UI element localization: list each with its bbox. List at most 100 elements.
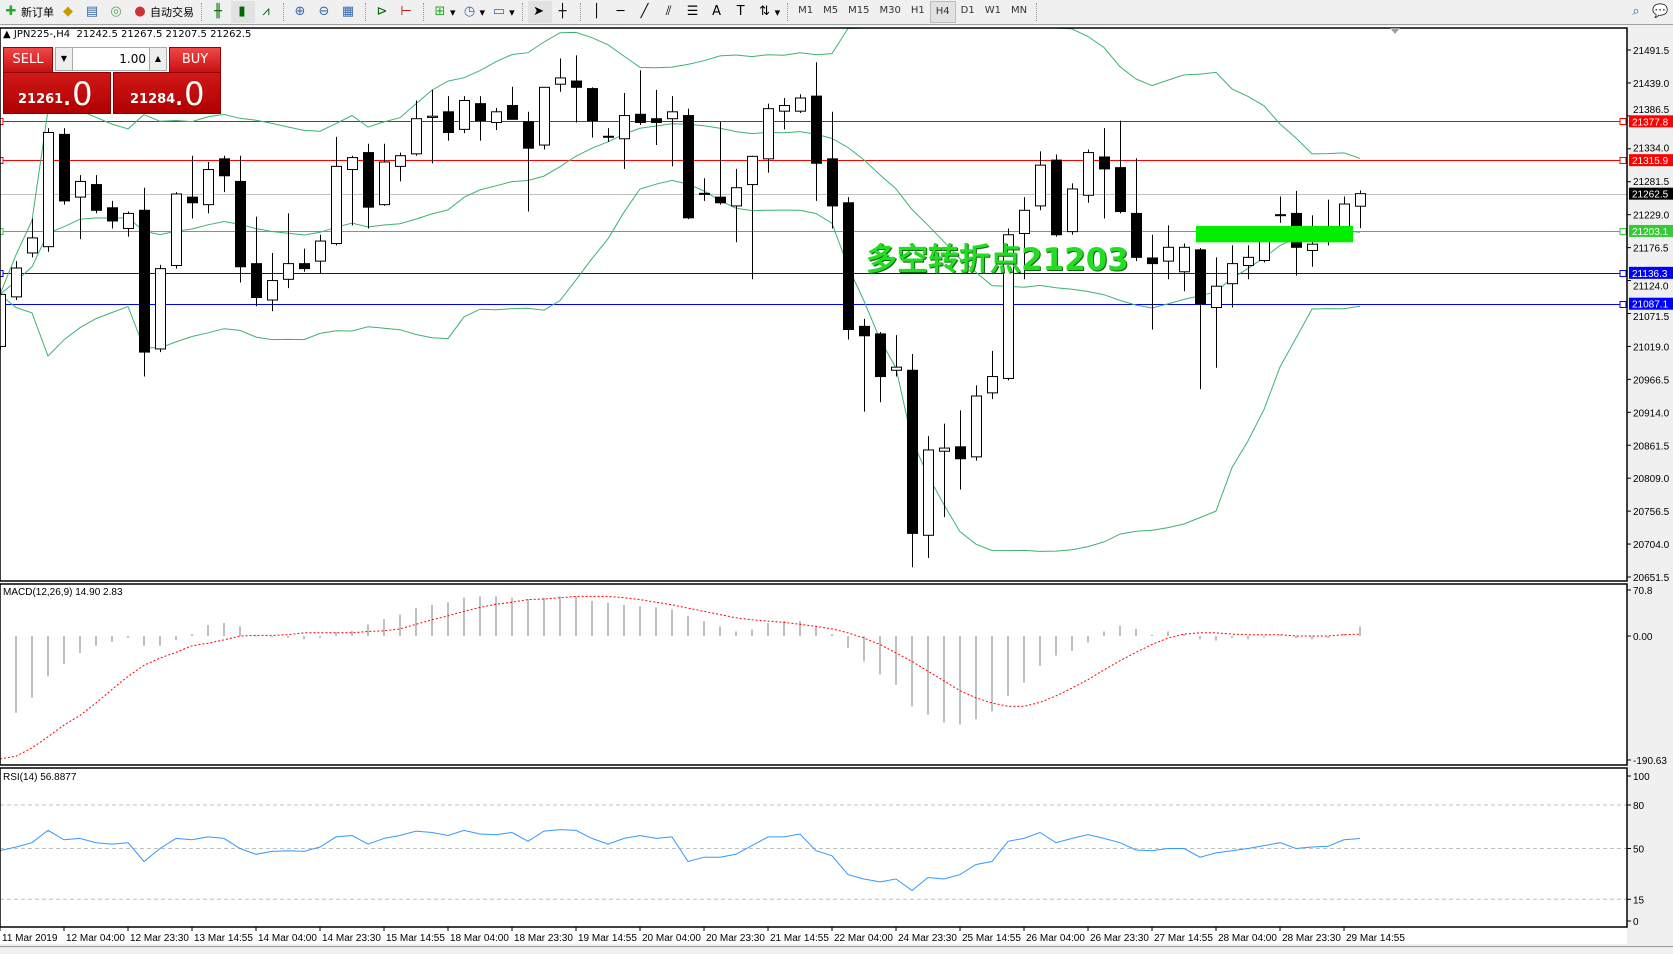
candle <box>859 318 870 412</box>
price-line-label: 21315.9 <box>1632 156 1669 167</box>
separator <box>787 3 789 21</box>
pivot-annotation-text[interactable]: 多空转折点21203 <box>866 242 1129 278</box>
templates-button[interactable]: ▭ ▾ <box>488 1 518 23</box>
bollinger-middle <box>0 123 1361 309</box>
candle <box>1355 190 1366 229</box>
auto-trading-button[interactable]: ● 自动交易 <box>129 1 197 23</box>
time-tick-label: 21 Mar 14:55 <box>770 933 829 944</box>
candle-body <box>443 111 454 134</box>
buy-button[interactable]: BUY <box>169 47 221 73</box>
chart-shift-button[interactable]: ⊢ <box>395 1 419 23</box>
candle <box>1051 154 1062 237</box>
candle-body <box>955 446 966 460</box>
candle <box>379 143 390 206</box>
candle <box>1243 245 1254 280</box>
tile-windows-button[interactable]: ▦ <box>337 1 361 23</box>
candle-body <box>123 212 134 229</box>
candle-body <box>43 132 54 248</box>
price-tick-label: 21334.0 <box>1633 144 1670 155</box>
auto-scroll-button[interactable]: ⊳ <box>371 1 395 23</box>
fibonacci-button[interactable]: ☰ <box>682 1 706 23</box>
time-tick-label: 19 Mar 14:55 <box>578 933 637 944</box>
timeframe-m30[interactable]: M30 <box>879 5 901 16</box>
text-tool-button[interactable]: A <box>706 1 730 23</box>
zoom-in-button[interactable]: ⊕ <box>289 1 313 23</box>
candle-body <box>651 118 662 123</box>
zoom-out-button[interactable]: ⊖ <box>313 1 337 23</box>
periods-button[interactable]: ◷ ▾ <box>459 1 489 23</box>
candle <box>395 152 406 182</box>
candle <box>555 58 566 92</box>
candle-body <box>187 196 198 204</box>
lot-size-value[interactable]: 1.00 <box>119 52 146 66</box>
candle <box>875 332 886 403</box>
buy-price-button[interactable]: 21284 .0 <box>113 72 221 114</box>
candle-body <box>1195 249 1206 305</box>
candle <box>475 96 486 141</box>
timeframe-d1[interactable]: D1 <box>960 5 975 16</box>
crosshair-tool-button[interactable]: ┼ <box>552 1 576 23</box>
candle-body <box>1227 263 1238 285</box>
meta-editor-button[interactable]: ▤ <box>81 1 105 23</box>
signals-button[interactable]: ◎ <box>105 1 129 23</box>
arrows-button[interactable]: ⇅ ▾ <box>754 1 784 23</box>
price-line-label-bg <box>1629 224 1673 237</box>
timeframe-h4[interactable]: H4 <box>929 1 956 23</box>
candle-body <box>571 80 582 88</box>
chat-button[interactable]: 💬 <box>1649 1 1673 23</box>
candle-body <box>299 263 310 270</box>
line-handle-icon <box>0 118 4 125</box>
auto-trading-icon: ● <box>134 4 146 19</box>
trendline-icon: ╱ <box>640 4 649 19</box>
time-tick-label: 12 Mar 04:00 <box>66 933 125 944</box>
equidistant-channel-button[interactable]: ⫽ <box>658 1 682 23</box>
sell-price-button[interactable]: 21261 .0 <box>3 72 111 114</box>
horizontal-line-button[interactable]: ─ <box>610 1 634 23</box>
candle-body <box>491 111 502 123</box>
lot-size-spinner[interactable]: ▼ 1.00 ▲ <box>55 47 167 71</box>
lot-decrease-icon[interactable]: ▼ <box>56 48 73 70</box>
macd-histogram-bar <box>1135 628 1137 637</box>
line-chart-button[interactable]: ⩘ <box>255 1 279 23</box>
new-order-button[interactable]: ✚ 新订单 <box>0 1 57 23</box>
candle-body <box>843 202 854 330</box>
candle-body <box>139 209 150 353</box>
timeframe-m1[interactable]: M1 <box>798 5 814 16</box>
candle <box>1019 197 1030 280</box>
macd-histogram-bar <box>943 636 945 723</box>
chart-info-line: ▲ JPN225-,H4 21242.5 21267.5 21207.5 212… <box>3 29 251 40</box>
candle-body <box>683 115 694 219</box>
rsi-panel <box>0 804 1627 900</box>
candle <box>0 288 6 350</box>
collapse-triangle-icon[interactable]: ▲ <box>3 29 11 40</box>
timeframe-h1[interactable]: H1 <box>910 5 925 16</box>
indicators-button[interactable]: ⊞ ▾ <box>429 1 459 23</box>
sell-button[interactable]: SELL <box>3 47 53 73</box>
candle <box>123 211 134 237</box>
history-center-button[interactable]: ◆ <box>57 1 81 23</box>
timeframe-w1[interactable]: W1 <box>984 5 1001 16</box>
macd-histogram-bar <box>607 602 609 637</box>
time-tick-label: 20 Mar 23:30 <box>706 933 765 944</box>
cursor-tool-button[interactable]: ➤ <box>527 1 552 23</box>
timeframe-mn[interactable]: MN <box>1010 5 1028 16</box>
bar-chart-button[interactable]: ╫ <box>207 1 231 23</box>
vertical-line-button[interactable]: │ <box>586 1 610 23</box>
timeframe-m15[interactable]: M15 <box>848 5 870 16</box>
timeframe-m5[interactable]: M5 <box>823 5 839 16</box>
time-tick-label: 12 Mar 23:30 <box>130 933 189 944</box>
candle-chart-button[interactable]: ▮ <box>231 1 255 23</box>
candle <box>1115 120 1126 214</box>
macd-histogram-bar <box>47 636 49 677</box>
trendline-button[interactable]: ╱ <box>634 1 658 23</box>
candle <box>347 155 358 226</box>
dropdown-arrow-icon: ▾ <box>450 5 456 19</box>
text-label-button[interactable]: T <box>730 1 754 23</box>
macd-histogram-bar <box>335 632 337 637</box>
candle <box>523 111 534 212</box>
chart-shift-marker-icon[interactable] <box>1390 28 1400 34</box>
search-button[interactable]: ⌕ <box>1625 1 1649 23</box>
lot-increase-icon[interactable]: ▲ <box>149 48 166 70</box>
bar-chart-icon: ╫ <box>214 4 222 19</box>
